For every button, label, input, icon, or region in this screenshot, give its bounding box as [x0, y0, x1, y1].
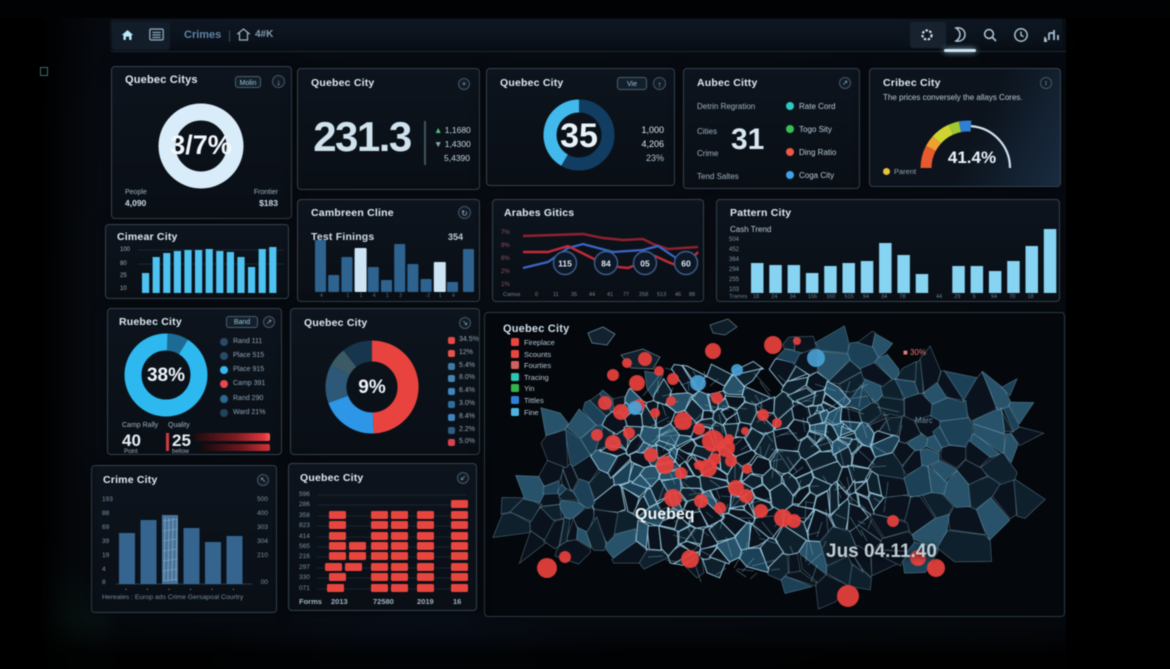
svg-text:115: 115	[558, 259, 572, 269]
svg-text:■ 30%: ■ 30%	[903, 348, 926, 357]
svg-text:41.4%: 41.4%	[948, 148, 996, 167]
svg-text:60: 60	[681, 259, 691, 269]
svg-text:84: 84	[601, 259, 611, 269]
svg-text:38%: 38%	[147, 365, 185, 386]
svg-text:3/7%: 3/7%	[170, 130, 232, 160]
svg-text:9%: 9%	[358, 377, 386, 398]
svg-text:35: 35	[560, 117, 598, 155]
svg-text:Marc: Marc	[915, 416, 933, 425]
svg-text:05: 05	[640, 259, 650, 269]
